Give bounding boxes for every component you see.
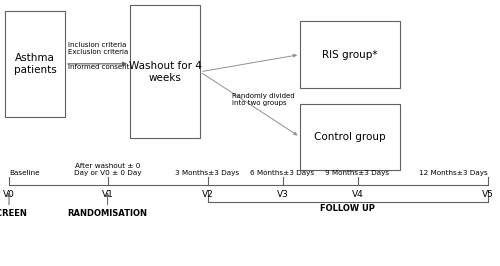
- Text: 9 Months±3 Days: 9 Months±3 Days: [326, 169, 390, 176]
- FancyBboxPatch shape: [300, 104, 400, 170]
- Text: Asthma
patients: Asthma patients: [14, 53, 56, 75]
- FancyBboxPatch shape: [130, 5, 200, 138]
- Text: V3: V3: [276, 190, 288, 199]
- Text: RANDOMISATION: RANDOMISATION: [68, 209, 148, 218]
- Text: V2: V2: [202, 190, 213, 199]
- Text: Randomly divided
into two groups: Randomly divided into two groups: [232, 93, 295, 106]
- Text: V0: V0: [3, 190, 15, 199]
- Text: After washout ± 0
Day or V0 ± 0 Day: After washout ± 0 Day or V0 ± 0 Day: [74, 163, 142, 176]
- Text: FOLLOW UP: FOLLOW UP: [320, 204, 375, 213]
- FancyBboxPatch shape: [5, 11, 65, 117]
- Text: SCREEN: SCREEN: [0, 209, 28, 218]
- Text: V4: V4: [352, 190, 364, 199]
- FancyBboxPatch shape: [300, 21, 400, 88]
- Text: V5: V5: [482, 190, 494, 199]
- Text: 6 Months±3 Days: 6 Months±3 Days: [250, 169, 314, 176]
- Text: RIS group*: RIS group*: [322, 49, 378, 60]
- Text: 12 Months±3 Days: 12 Months±3 Days: [419, 169, 488, 176]
- Text: Control group: Control group: [314, 132, 386, 142]
- Text: Baseline: Baseline: [9, 169, 40, 176]
- Text: Washout for 4
weeks: Washout for 4 weeks: [128, 61, 202, 83]
- Text: V1: V1: [102, 190, 114, 199]
- Text: Inclusion criteria
Exclusion criteria

Informed consent: Inclusion criteria Exclusion criteria In…: [68, 41, 129, 70]
- Text: 3 Months±3 Days: 3 Months±3 Days: [176, 169, 240, 176]
